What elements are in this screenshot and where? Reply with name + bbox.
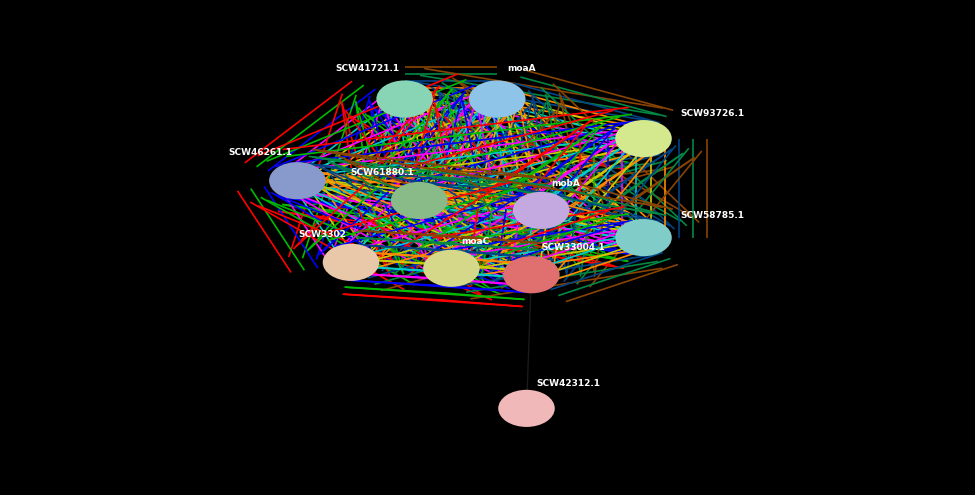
Text: moaA: moaA	[507, 64, 535, 73]
Ellipse shape	[376, 80, 433, 118]
Text: SCW93726.1: SCW93726.1	[681, 109, 745, 118]
Ellipse shape	[323, 244, 379, 281]
Text: SCW42312.1: SCW42312.1	[536, 379, 601, 388]
Text: mobA: mobA	[551, 179, 580, 188]
Ellipse shape	[503, 256, 560, 293]
Ellipse shape	[615, 120, 672, 157]
Text: SCW61880.1: SCW61880.1	[351, 168, 414, 177]
Text: SCW3302: SCW3302	[298, 230, 346, 239]
Text: SCW58785.1: SCW58785.1	[681, 211, 745, 220]
Ellipse shape	[498, 390, 555, 427]
Text: SCW33004.1: SCW33004.1	[541, 244, 604, 252]
Ellipse shape	[423, 249, 480, 287]
Ellipse shape	[615, 219, 672, 256]
Text: moaC: moaC	[461, 237, 489, 246]
Ellipse shape	[513, 192, 569, 229]
Ellipse shape	[391, 182, 448, 219]
Ellipse shape	[269, 162, 326, 199]
Text: SCW41721.1: SCW41721.1	[335, 64, 400, 73]
Text: SCW46261.1: SCW46261.1	[228, 148, 292, 157]
Ellipse shape	[469, 80, 526, 118]
